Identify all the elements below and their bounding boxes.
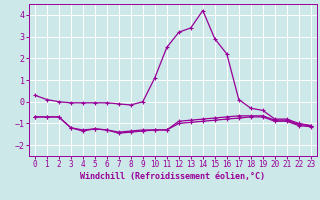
X-axis label: Windchill (Refroidissement éolien,°C): Windchill (Refroidissement éolien,°C)	[80, 172, 265, 181]
